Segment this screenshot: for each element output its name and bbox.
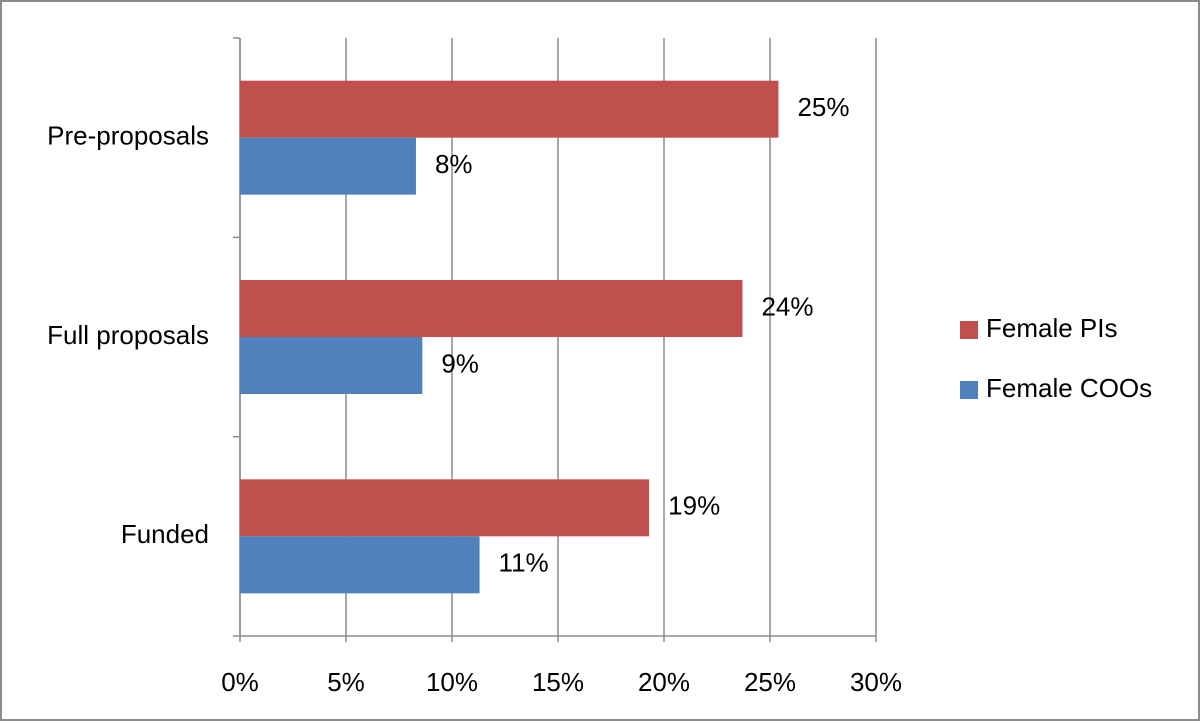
legend-label: Female COOs xyxy=(986,373,1152,403)
y-tick-label: Funded xyxy=(121,519,209,549)
bar xyxy=(240,536,480,594)
bar xyxy=(240,80,779,138)
x-tick-label: 0% xyxy=(221,667,259,697)
value-label: 8% xyxy=(435,149,473,179)
x-tick-label: 10% xyxy=(426,667,478,697)
y-tick-label: Full proposals xyxy=(47,320,209,350)
value-label: 25% xyxy=(797,92,849,122)
value-label: 9% xyxy=(441,348,479,378)
legend-swatch xyxy=(960,381,978,399)
bar xyxy=(240,137,416,195)
value-label: 19% xyxy=(668,491,720,521)
y-tick-label: Pre-proposals xyxy=(47,121,209,151)
x-tick-label: 25% xyxy=(744,667,796,697)
value-label: 24% xyxy=(761,291,813,321)
legend-swatch xyxy=(960,321,978,339)
bar xyxy=(240,280,743,337)
bar xyxy=(240,337,423,394)
x-tick-label: 30% xyxy=(850,667,902,697)
x-tick-label: 5% xyxy=(327,667,365,697)
x-tick-label: 20% xyxy=(638,667,690,697)
bar xyxy=(240,479,650,537)
x-tick-label: 15% xyxy=(532,667,584,697)
legend-label: Female PIs xyxy=(986,313,1118,343)
value-label: 11% xyxy=(499,548,549,578)
